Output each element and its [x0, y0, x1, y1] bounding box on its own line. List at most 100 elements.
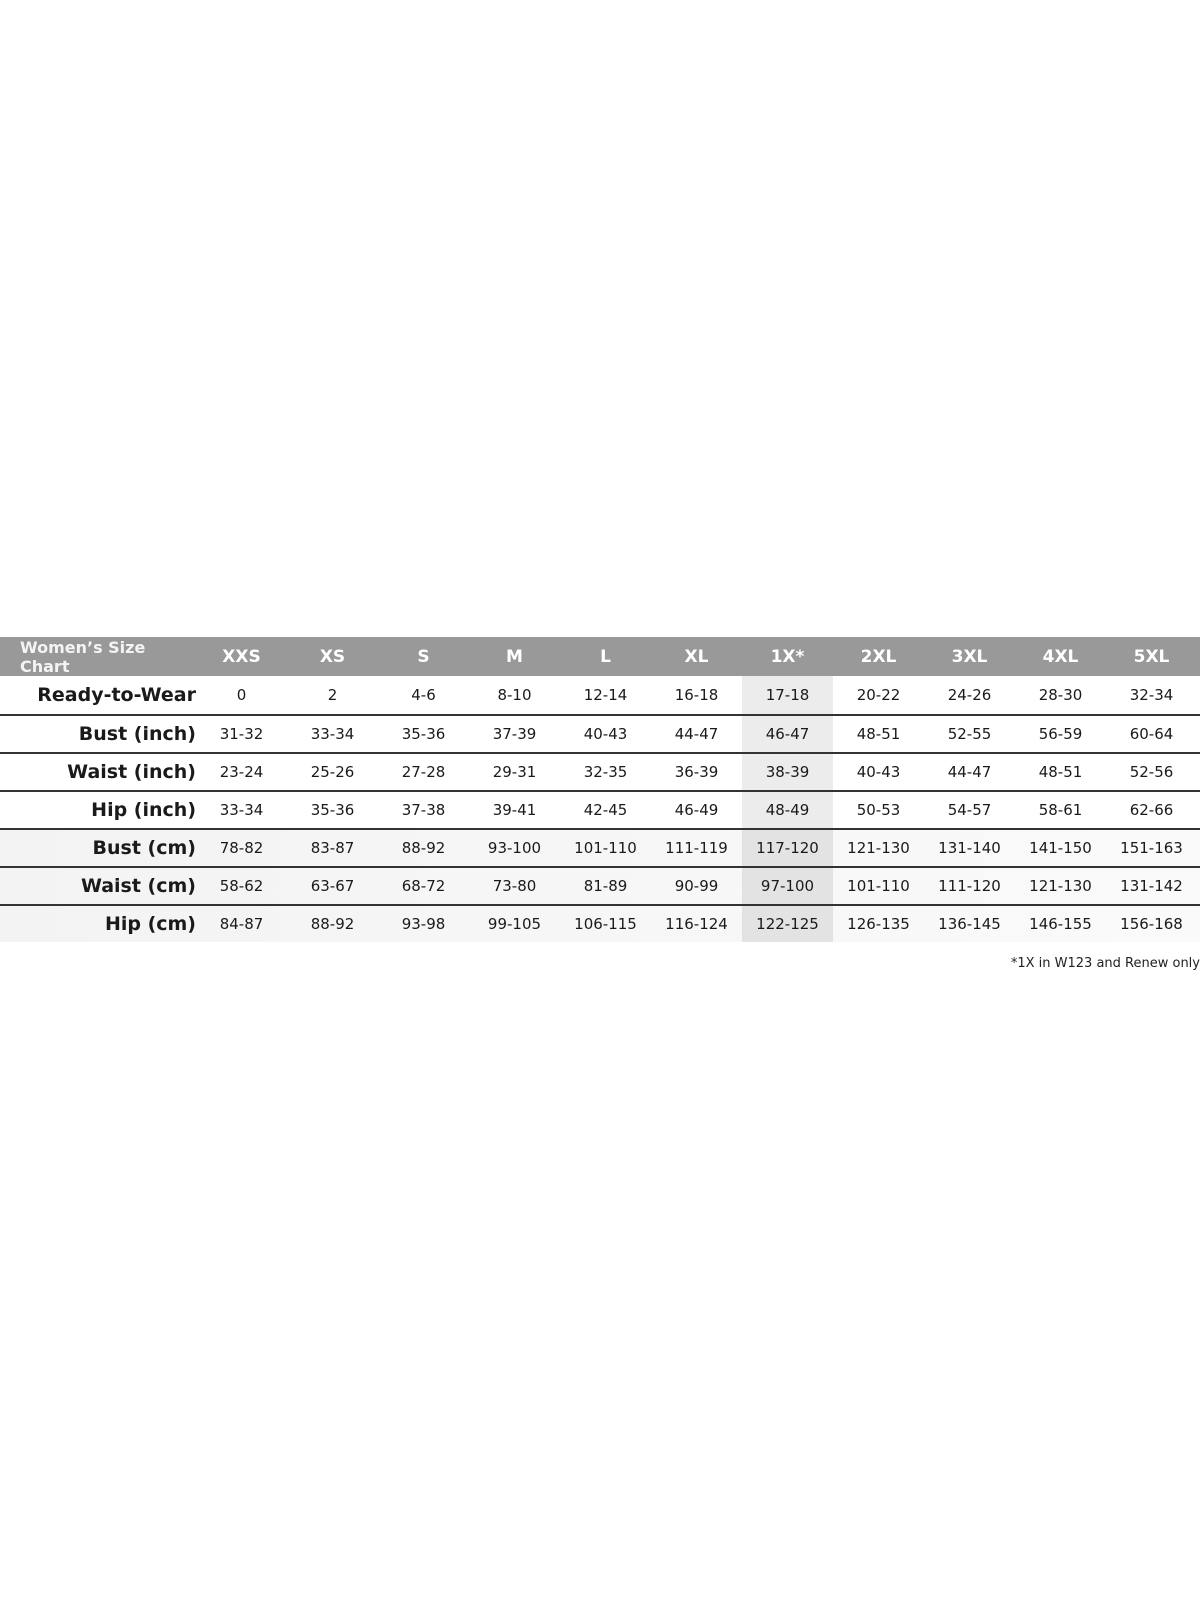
- table-row: Bust (inch) 31-32 33-34 35-36 37-39 40-43 44-4…: [0, 714, 1200, 752]
- table-cell: 2: [327, 686, 338, 704]
- table-cell: 126-135: [847, 915, 910, 933]
- row-label: Waist (cm): [80, 875, 196, 897]
- table-cell: 39-41: [492, 801, 537, 819]
- table-cell: 36-39: [674, 763, 719, 781]
- table-cell: 25-26: [310, 763, 355, 781]
- table-row: Hip (cm) 84-87 88-92 93-98 99-105 106-115 116-…: [0, 904, 1200, 942]
- row-label: Bust (inch): [78, 723, 196, 745]
- table-cell: 40-43: [856, 763, 901, 781]
- table-cell: 32-34: [1129, 686, 1174, 704]
- table-row: Hip (inch) 33-34 35-36 37-38 39-41 42-45 46-49…: [0, 790, 1200, 828]
- table-cell: 40-43: [583, 725, 628, 743]
- row-label: Hip (inch): [91, 799, 196, 821]
- table-cell: 4-6: [411, 686, 436, 704]
- table-cell: 81-89: [583, 877, 628, 895]
- table-cell: 54-57: [947, 801, 992, 819]
- table-cell: 97-100: [742, 868, 833, 904]
- table-cell: 52-55: [947, 725, 992, 743]
- table-cell: 42-45: [583, 801, 628, 819]
- table-cell: 101-110: [574, 839, 637, 857]
- chart-title: Women’s Size Chart: [20, 637, 146, 676]
- table-cell: 73-80: [492, 877, 537, 895]
- table-cell: 90-99: [674, 877, 719, 895]
- table-cell: 121-130: [1029, 877, 1092, 895]
- table-row: Waist (cm) 58-62 63-67 68-72 73-80 81-89 90-99…: [0, 866, 1200, 904]
- size-header: XL: [684, 646, 709, 667]
- table-cell: 111-120: [938, 877, 1001, 895]
- size-header: 4XL: [1042, 646, 1079, 667]
- table-cell: 93-98: [401, 915, 446, 933]
- table-cell: 32-35: [583, 763, 628, 781]
- table-cell: 31-32: [219, 725, 264, 743]
- table-cell: 23-24: [219, 763, 264, 781]
- size-header: 2XL: [860, 646, 897, 667]
- table-cell: 156-168: [1120, 915, 1183, 933]
- table-cell: 20-22: [856, 686, 901, 704]
- table-cell: 52-56: [1129, 763, 1174, 781]
- header-row: Women’s Size Chart XXS XS S M L XL 1X* 2XL 3XL 4XL…: [0, 637, 1200, 676]
- size-header: 5XL: [1133, 646, 1170, 667]
- table-cell: 8-10: [497, 686, 532, 704]
- table-cell: 131-142: [1120, 877, 1183, 895]
- size-header: XXS: [222, 646, 261, 667]
- size-header: S: [417, 646, 430, 667]
- table-cell: 38-39: [742, 754, 833, 790]
- table-cell: 84-87: [219, 915, 264, 933]
- table-cell: 44-47: [947, 763, 992, 781]
- table-cell: 29-31: [492, 763, 537, 781]
- table-row: Ready-to-Wear 0 2 4-6 8-10 12-14 16-18 17-18 20-…: [0, 676, 1200, 714]
- table-cell: 63-67: [310, 877, 355, 895]
- row-label: Hip (cm): [104, 913, 196, 935]
- table-cell: 88-92: [310, 915, 355, 933]
- table-cell: 0: [236, 686, 247, 704]
- row-label: Ready-to-Wear: [37, 684, 196, 706]
- table-cell: 78-82: [219, 839, 264, 857]
- table-cell: 27-28: [401, 763, 446, 781]
- table-cell: 83-87: [310, 839, 355, 857]
- table-cell: 111-119: [665, 839, 728, 857]
- table-cell: 33-34: [219, 801, 264, 819]
- table-cell: 60-64: [1129, 725, 1174, 743]
- size-header: 3XL: [951, 646, 988, 667]
- table-cell: 62-66: [1129, 801, 1174, 819]
- table-cell: 88-92: [401, 839, 446, 857]
- table-cell: 117-120: [742, 830, 833, 866]
- table-cell: 121-130: [847, 839, 910, 857]
- table-row: Waist (inch) 23-24 25-26 27-28 29-31 32-35 36-…: [0, 752, 1200, 790]
- table-cell: 37-39: [492, 725, 537, 743]
- table-cell: 17-18: [742, 676, 833, 714]
- table-cell: 50-53: [856, 801, 901, 819]
- table-cell: 48-51: [1038, 763, 1083, 781]
- table-cell: 37-38: [401, 801, 446, 819]
- table-cell: 122-125: [742, 906, 833, 942]
- table-cell: 146-155: [1029, 915, 1092, 933]
- table-cell: 35-36: [401, 725, 446, 743]
- size-header: L: [600, 646, 611, 667]
- table-cell: 28-30: [1038, 686, 1083, 704]
- table-cell: 24-26: [947, 686, 992, 704]
- table-cell: 68-72: [401, 877, 446, 895]
- table-cell: 58-61: [1038, 801, 1083, 819]
- row-label: Waist (inch): [67, 761, 196, 783]
- table-row: Bust (cm) 78-82 83-87 88-92 93-100 101-110 111…: [0, 828, 1200, 866]
- table-cell: 136-145: [938, 915, 1001, 933]
- table-cell: 48-51: [856, 725, 901, 743]
- size-header: 1X*: [742, 637, 833, 676]
- table-cell: 16-18: [674, 686, 719, 704]
- table-cell: 46-47: [742, 716, 833, 752]
- table-cell: 46-49: [674, 801, 719, 819]
- table-cell: 106-115: [574, 915, 637, 933]
- table-cell: 48-49: [742, 792, 833, 828]
- table-cell: 93-100: [487, 839, 542, 857]
- size-header: M: [506, 646, 523, 667]
- table-cell: 56-59: [1038, 725, 1083, 743]
- size-header: XS: [319, 646, 346, 667]
- table-cell: 58-62: [219, 877, 264, 895]
- table-cell: 99-105: [487, 915, 542, 933]
- table-cell: 33-34: [310, 725, 355, 743]
- table-cell: 35-36: [310, 801, 355, 819]
- table-cell: 12-14: [583, 686, 628, 704]
- table-cell: 44-47: [674, 725, 719, 743]
- table-cell: 116-124: [665, 915, 728, 933]
- row-label: Bust (cm): [92, 837, 196, 859]
